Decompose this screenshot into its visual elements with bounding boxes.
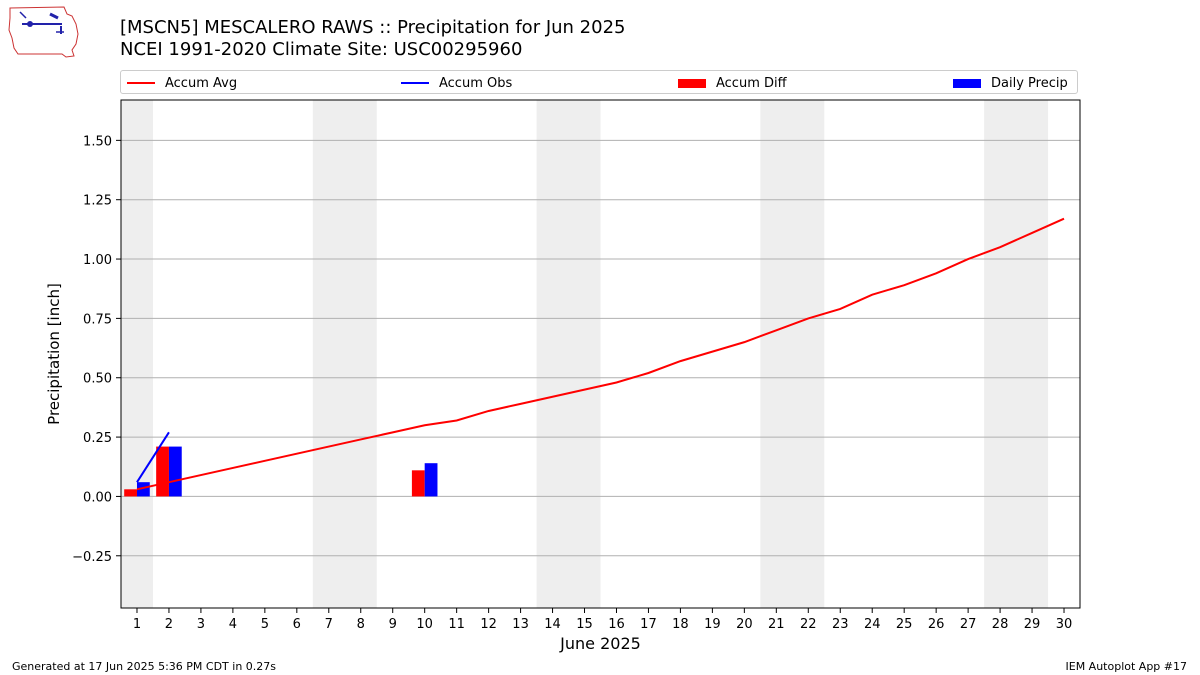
- chart-legend: Accum Avg Accum Obs Accum Diff Daily Pre…: [120, 70, 1078, 94]
- x-axis-label: June 2025: [559, 634, 641, 653]
- x-tick-label-7: 7: [325, 617, 333, 632]
- weekend-shade-0: [121, 100, 153, 608]
- x-tick-label-14: 14: [544, 617, 561, 632]
- bar-daily-precip-day-1: [136, 482, 150, 497]
- x-tick-label-30: 30: [1056, 617, 1073, 632]
- legend-label-accum-obs: Accum Obs: [439, 75, 513, 91]
- x-tick-label-8: 8: [357, 617, 365, 632]
- legend-swatch-accum-diff: [678, 78, 706, 88]
- y-tick-label-5: 1.00: [83, 253, 112, 268]
- iem-logo-graphic: [8, 6, 79, 58]
- y-tick-label-6: 1.25: [83, 194, 112, 209]
- x-tick-label-29: 29: [1024, 617, 1041, 632]
- weekend-shade-1: [312, 100, 377, 608]
- legend-item-daily-precip: Daily Precip: [953, 74, 1068, 92]
- bar-accum-diff-day-2: [156, 446, 169, 497]
- legend-swatch-daily-precip: [953, 78, 981, 88]
- x-tick-label-24: 24: [864, 617, 881, 632]
- line-accum-obs: [136, 431, 170, 483]
- x-tick-label-16: 16: [608, 617, 625, 632]
- x-tick-label-3: 3: [197, 617, 205, 632]
- legend-label-daily-precip: Daily Precip: [991, 75, 1068, 91]
- legend-swatch-accum-avg: [127, 82, 155, 84]
- bar-daily-precip-day-2: [168, 446, 182, 497]
- x-tick-label-28: 28: [992, 617, 1009, 632]
- x-tick-label-20: 20: [736, 617, 753, 632]
- y-tick-label-7: 1.50: [83, 134, 112, 149]
- x-tick-label-26: 26: [928, 617, 945, 632]
- x-tick-label-21: 21: [768, 617, 785, 632]
- legend-swatch-accum-obs: [401, 82, 429, 84]
- weekend-shade-4: [984, 100, 1049, 608]
- footer-app-label: IEM Autoplot App #17: [1065, 660, 1188, 673]
- legend-label-accum-avg: Accum Avg: [165, 75, 238, 91]
- x-tick-label-23: 23: [832, 617, 849, 632]
- plot-frame: [120, 99, 1081, 609]
- weekend-shade-2: [536, 100, 601, 608]
- x-tick-label-13: 13: [512, 617, 529, 632]
- bar-accum-diff-day-1: [124, 489, 137, 497]
- x-tick-label-2: 2: [165, 617, 173, 632]
- bar-daily-precip-day-10: [424, 463, 438, 497]
- x-tick-label-15: 15: [576, 617, 593, 632]
- x-tick-label-10: 10: [416, 617, 433, 632]
- legend-item-accum-obs: Accum Obs: [401, 74, 512, 92]
- y-tick-label-1: 0.00: [83, 490, 112, 505]
- x-tick-label-12: 12: [480, 617, 497, 632]
- y-tick-label-0: −0.25: [72, 550, 112, 565]
- x-tick-label-5: 5: [261, 617, 269, 632]
- y-tick-label-3: 0.50: [83, 372, 112, 387]
- x-tick-label-4: 4: [229, 617, 237, 632]
- legend-item-accum-diff: Accum Diff: [678, 74, 787, 92]
- x-tick-label-1: 1: [133, 617, 141, 632]
- x-tick-label-25: 25: [896, 617, 913, 632]
- line-accum-avg: [136, 217, 1065, 491]
- weekend-shade-3: [760, 100, 825, 608]
- y-tick-label-4: 0.75: [83, 312, 112, 327]
- y-axis-label: Precipitation [inch]: [45, 283, 63, 425]
- x-tick-label-19: 19: [704, 617, 721, 632]
- chart-title: [MSCN5] MESCALERO RAWS :: Precipitation …: [120, 17, 626, 38]
- bar-accum-diff-day-10: [411, 470, 425, 497]
- chart-subtitle: NCEI 1991-2020 Climate Site: USC00295960: [120, 39, 523, 60]
- legend-label-accum-diff: Accum Diff: [716, 75, 787, 91]
- iem-logo: [6, 4, 82, 60]
- x-tick-label-9: 9: [389, 617, 397, 632]
- x-tick-label-17: 17: [640, 617, 657, 632]
- x-tick-label-18: 18: [672, 617, 689, 632]
- legend-item-accum-avg: Accum Avg: [127, 74, 237, 92]
- x-tick-label-6: 6: [293, 617, 301, 632]
- y-tick-label-2: 0.25: [83, 431, 112, 446]
- footer-generated-text: Generated at 17 Jun 2025 5:36 PM CDT in …: [12, 660, 277, 673]
- x-tick-label-27: 27: [960, 617, 977, 632]
- x-tick-label-22: 22: [800, 617, 817, 632]
- x-tick-label-11: 11: [448, 617, 465, 632]
